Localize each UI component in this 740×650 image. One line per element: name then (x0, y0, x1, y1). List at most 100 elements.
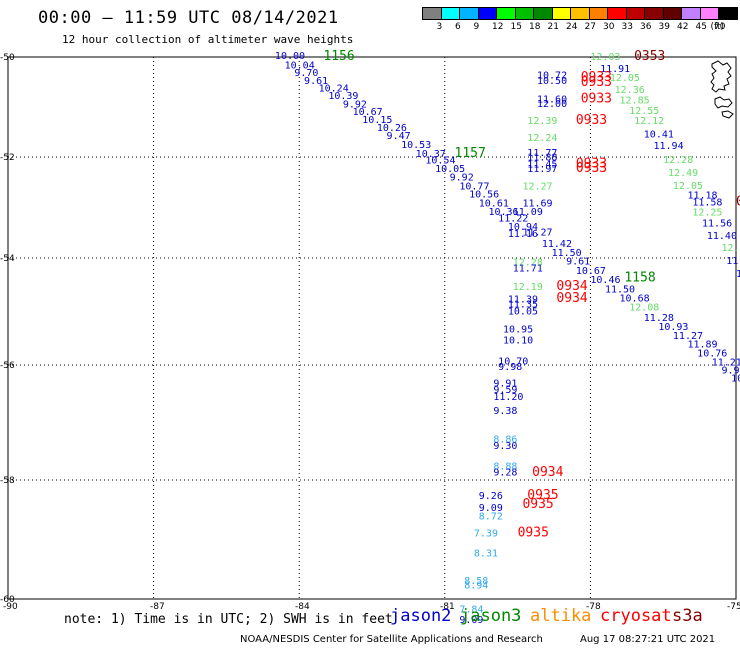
legend-label: 42 (677, 22, 689, 32)
wave-height-label: 9.91 (721, 366, 740, 377)
wave-height-label: 11.88 (527, 153, 557, 164)
coastline (710, 60, 734, 119)
longitude-label: -90 (3, 602, 18, 612)
wave-height-label: 12.49 (668, 168, 698, 179)
wave-height-label: 11.21 (712, 357, 740, 368)
longitude-label: -81 (440, 602, 455, 612)
wave-height-label: 11.28 (644, 313, 674, 324)
footnote: note: 1) Time is in UTC; 2) SWH is in fe… (64, 612, 393, 627)
legend-label: 18 (529, 22, 541, 32)
wave-height-label: 10.05 (508, 306, 538, 317)
wave-height-label: 10.39 (328, 91, 358, 102)
wave-height-label: 10.00 (275, 51, 305, 62)
wave-height-label: 12.12 (634, 116, 664, 127)
latitude-label: -54 (0, 254, 15, 264)
wave-height-label: 11.69 (522, 198, 552, 209)
wave-height-label: 11.35 (508, 299, 538, 310)
wave-height-label: 11.22 (498, 214, 528, 225)
wave-height-label: 12.19 (513, 282, 543, 293)
wave-height-label: 11.71 (513, 264, 543, 275)
wave-height-label: 9.28 (493, 467, 517, 478)
wave-height-label: 11.27 (673, 331, 703, 342)
wave-height-label: 10.46 (590, 275, 620, 286)
wave-height-label: 11.89 (687, 340, 717, 351)
wave-height-label: 8.86 (493, 435, 517, 446)
wave-height-label: 10.36 (488, 207, 518, 218)
pass-time-label: 0934 (556, 291, 587, 306)
wave-height-label: 11.18 (687, 190, 717, 201)
legend-swatch (718, 7, 738, 20)
wave-height-label: 11.58 (692, 197, 722, 208)
mission-label-cryosat: cryosat (600, 606, 672, 626)
wave-height-label: 12.39 (527, 116, 557, 127)
wave-height-label: 12.25 (692, 208, 722, 219)
wave-height-label: 10.70 (498, 357, 528, 368)
legend-label: 39 (658, 22, 670, 32)
page-subtitle: 12 hour collection of altimeter wave hei… (62, 33, 354, 46)
wave-height-label: 10.68 (620, 294, 650, 305)
wave-height-label: 11.42 (542, 239, 572, 250)
wave-height-label: 9.38 (493, 406, 517, 417)
wave-height-label: 11.94 (653, 141, 683, 152)
wave-height-label: 10.50 (537, 76, 567, 87)
latitude-label: -50 (0, 53, 15, 63)
latitude-label: -60 (0, 595, 15, 605)
pass-time-label: 0935 (518, 525, 549, 540)
wave-height-label: 10.77 (459, 181, 489, 192)
wave-height-label: 11.98 (726, 256, 740, 267)
legend-label: 6 (455, 22, 461, 32)
legend-label: 30 (603, 22, 615, 32)
wave-height-label: 11.91 (600, 64, 630, 75)
wave-height-label: 11.97 (527, 164, 557, 175)
mission-label-jason2: jason2 (390, 606, 452, 626)
pass-time-label: 0933 (576, 157, 607, 172)
wave-height-label: 9.61 (304, 76, 328, 87)
wave-height-label: 12.85 (620, 96, 650, 107)
credit-line: NOAA/NESDIS Center for Satellite Applica… (240, 634, 543, 645)
wave-height-label: 12.28 (513, 258, 543, 269)
wave-height-label: 8.94 (464, 581, 488, 592)
legend-unit: (ft) (710, 22, 725, 32)
wave-height-label: 12.27 (522, 181, 552, 192)
wave-height-label: 9.26 (479, 491, 503, 502)
pass-time-label: 1156 (323, 49, 354, 64)
wave-height-label: 9.98 (498, 362, 522, 373)
legend-label: 12 (492, 22, 504, 32)
wave-height-label: 10.94 (508, 222, 538, 233)
wave-height-label: 9.47 (387, 131, 411, 142)
wave-height-label: 10.61 (479, 198, 509, 209)
legend-label: 70 (714, 22, 726, 32)
wave-height-label: 10.56 (469, 189, 499, 200)
wave-height-label: 7.39 (474, 528, 498, 539)
wave-height-label: 10.26 (377, 123, 407, 134)
pass-time-label: 0935 (527, 488, 558, 503)
wave-height-label: 11.20 (493, 392, 523, 403)
legend-label: 21 (547, 22, 559, 32)
wave-height-label: 10.93 (658, 322, 688, 333)
legend-label: 15 (510, 22, 522, 32)
wave-height-label: 10.37 (416, 149, 446, 160)
legend-label: 24 (566, 22, 578, 32)
wave-height-label: 11.77 (527, 148, 557, 159)
wave-height-label: 10.04 (285, 61, 315, 72)
wave-height-label: 9.30 (493, 441, 517, 452)
pass-time-label: 1157 (455, 146, 486, 161)
pass-time-label: 0933 (576, 161, 607, 176)
wave-height-label: 8.31 (474, 549, 498, 560)
pass-time-label: 1158 (624, 270, 655, 285)
wave-height-label: 10.76 (697, 349, 727, 360)
wave-height-label: 12.05 (610, 73, 640, 84)
map-frame (7, 56, 737, 600)
wave-height-label: 12.28 (663, 155, 693, 166)
wave-height-label: 10.41 (644, 130, 674, 141)
wave-height-label: 8.88 (493, 462, 517, 473)
legend-label: 36 (640, 22, 652, 32)
wave-height-label: 10.7 (731, 374, 740, 385)
wave-height-label: 12.36 (615, 85, 645, 96)
wave-height-label: 11.50 (552, 248, 582, 259)
wave-height-label: 11.50 (605, 284, 635, 295)
wave-height-label: 11.39 (508, 295, 538, 306)
pass-time-label: 0933 (576, 113, 607, 128)
pass-time-label: 0933 (581, 75, 612, 90)
wave-height-label: 11.27 (522, 228, 552, 239)
